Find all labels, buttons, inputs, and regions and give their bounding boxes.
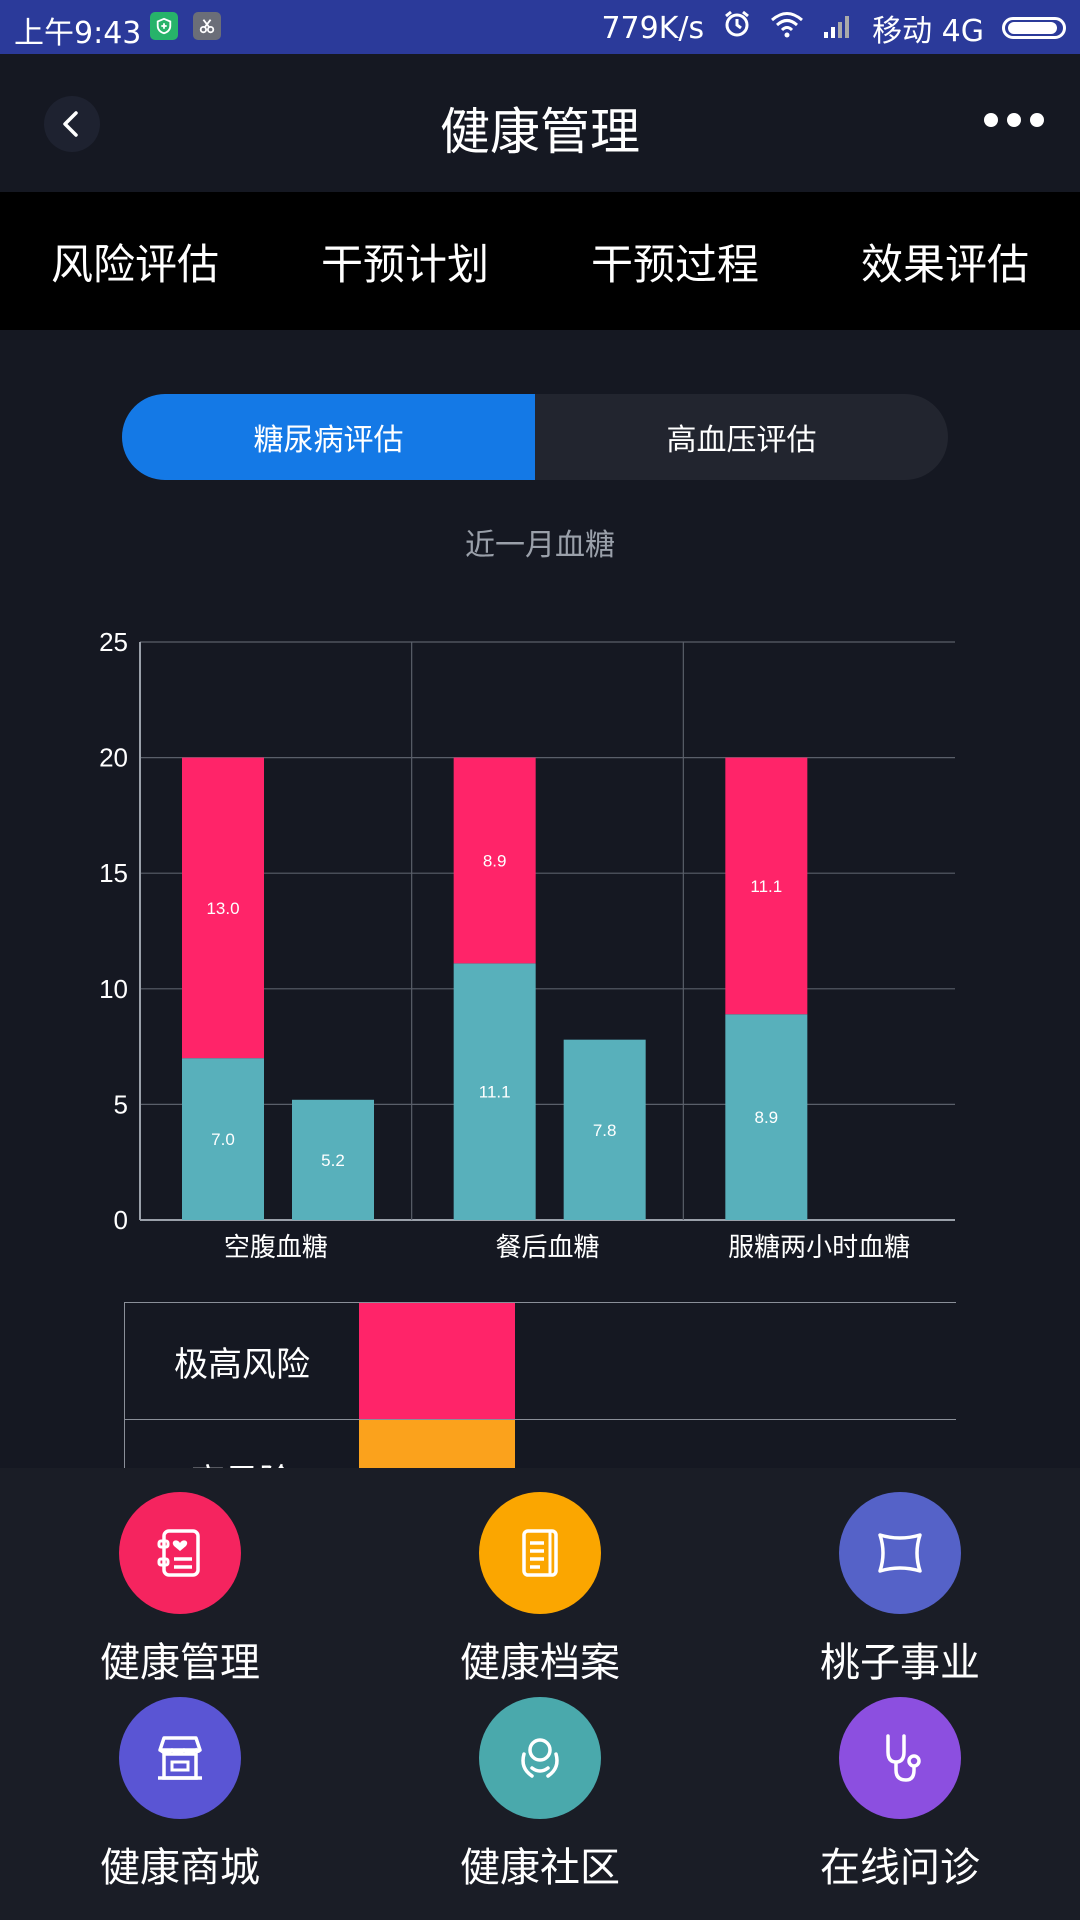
segment-diabetes[interactable]: 糖尿病评估 [122,394,535,480]
data-label: 11.1 [479,1083,511,1102]
chart-title: 近一月血糖 [465,528,615,563]
status-time: 上午9:43 [14,16,142,51]
data-label: 11.1 [750,877,782,896]
x-tick-label: 服糖两小时血糖 [728,1233,910,1263]
data-label: 8.9 [755,1108,779,1127]
tab-risk-assessment[interactable]: 风险评估 [50,239,219,289]
more-button[interactable] [984,100,1044,140]
menu-label: 健康档案 [460,1640,620,1686]
data-label: 5.2 [321,1151,345,1170]
page-title: 健康管理 [440,103,640,161]
tab-intervention-process[interactable]: 干预过程 [590,239,759,289]
y-tick-label: 5 [114,1089,128,1119]
file-icon [479,1492,601,1614]
bar-segment [182,757,264,1059]
status-bar: 上午9:43 779K/s 移动 4G [0,0,1080,54]
title-bar: 健康管理 [0,54,1080,192]
blood-sugar-chart: 0 5 10 15 20 25 7.0 13.0 5.2 空腹血糖 11.1 8.9 7.8 餐后血糖 8.… [70,610,970,1290]
bar-segment [453,757,536,964]
menu-label: 在线问诊 [820,1845,980,1891]
data-label: 13.0 [206,899,239,918]
wifi-icon [770,10,804,46]
more-dots-icon [1007,113,1021,127]
y-tick-label: 20 [99,743,128,773]
back-button[interactable] [44,96,100,152]
menu-peach-business[interactable]: 桃子事业 [720,1492,1080,1697]
bar-segment [182,1058,264,1220]
bar-segment [453,963,536,1220]
menu-health-file[interactable]: 健康档案 [360,1492,720,1697]
y-tick-label: 0 [114,1205,128,1235]
menu-online-consultation[interactable]: 在线问诊 [720,1697,1080,1902]
more-dots-icon [984,113,998,127]
risk-label: 高风险 [125,1420,359,1469]
menu-health-community[interactable]: 健康社区 [360,1697,720,1902]
shield-icon [150,12,178,40]
x-tick-label: 餐后血糖 [495,1233,599,1263]
carrier-label: 移动 4G [872,14,984,49]
data-label: 7.8 [593,1121,617,1140]
signal-icon [822,11,854,46]
chevron-left-icon [63,111,78,137]
alarm-icon [722,9,752,47]
x-tick-label: 空腹血糖 [224,1233,328,1263]
y-tick-label: 15 [99,858,128,888]
shop-icon [119,1697,241,1819]
tab-intervention-plan[interactable]: 干预计划 [320,239,489,289]
top-tabs: 风险评估 干预计划 干预过程 效果评估 [0,192,1080,330]
menu-label: 桃子事业 [820,1640,980,1686]
data-label: 7.0 [211,1130,235,1149]
bar-segment [563,1039,646,1220]
menu-health-shop[interactable]: 健康商城 [0,1697,360,1902]
tab-effect-evaluation[interactable]: 效果评估 [860,239,1029,289]
bar-segment [292,1099,374,1220]
risk-swatch [359,1420,515,1468]
assessment-segment: 糖尿病评估 高血压评估 [122,394,948,480]
bottom-menu: 健康管理 健康档案 桃子事业 健康商城 健康社区 [0,1468,1080,1920]
health-record-icon [119,1492,241,1614]
menu-health-management[interactable]: 健康管理 [0,1492,360,1697]
y-tick-label: 10 [99,974,128,1004]
data-label: 8.9 [483,851,507,870]
risk-row: 高风险 [124,1419,956,1468]
network-speed: 779K/s [601,10,705,46]
bar-segment [725,1014,808,1220]
community-icon [479,1697,601,1819]
chart-svg: 0 5 10 15 20 25 7.0 13.0 5.2 空腹血糖 11.1 8.9 7.8 餐后血糖 8.… [99,627,955,1263]
stethoscope-icon [839,1697,961,1819]
risk-label: 极高风险 [174,1344,310,1385]
menu-label: 健康社区 [460,1845,620,1891]
menu-label: 健康商城 [100,1845,260,1891]
battery-icon [1002,17,1066,39]
pillow-icon [839,1492,961,1614]
more-dots-icon [1030,113,1044,127]
menu-label: 健康管理 [100,1640,260,1686]
risk-legend-table: 极高风险 高风险 [124,1302,956,1468]
risk-swatch [359,1303,515,1419]
bar-segment [725,757,808,1015]
segment-hypertension[interactable]: 高血压评估 [666,423,817,458]
scissors-icon [193,12,221,40]
risk-row: 极高风险 [124,1302,956,1419]
y-tick-label: 25 [99,627,128,657]
